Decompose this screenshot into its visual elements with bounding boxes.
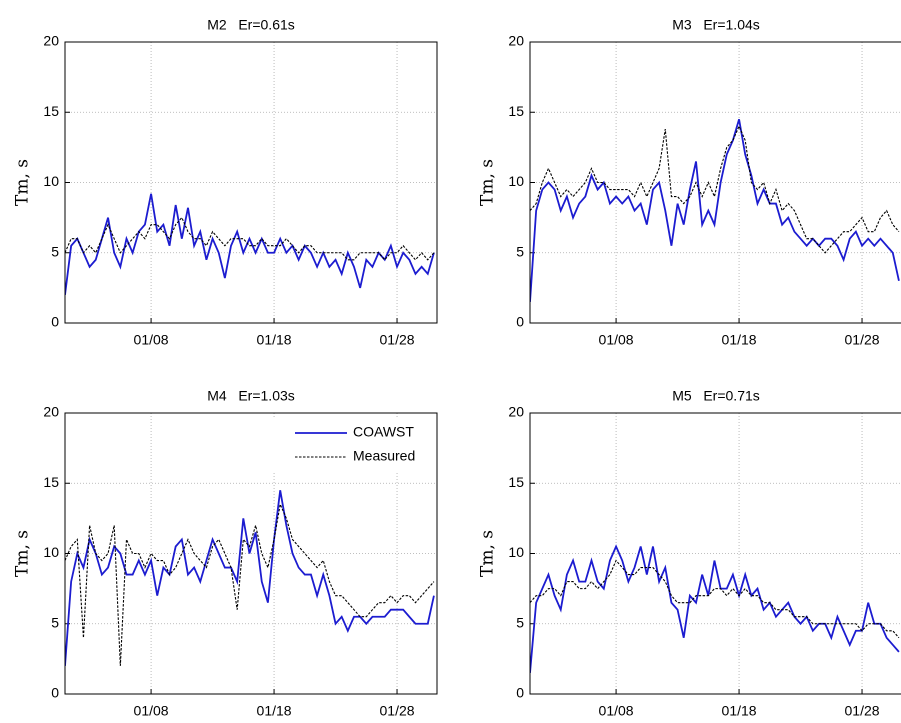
y-tick-label: 10 — [43, 544, 59, 560]
x-tick-label: 01/08 — [134, 703, 169, 719]
x-tick-label: 01/18 — [257, 332, 292, 348]
y-axis-label: Tm, s — [478, 159, 498, 206]
plot-frame — [64, 412, 438, 695]
panel: 0 5 10 15 20 01/08 01/18 01/28 M2 Er=0.61s Tm, s — [13, 17, 438, 348]
y-axis-label: Tm, s — [13, 530, 33, 577]
legend-label: COAWST — [353, 424, 414, 440]
y-tick-label: 10 — [508, 544, 524, 560]
x-tick-label: 01/08 — [134, 332, 169, 348]
y-tick-label: 20 — [508, 33, 524, 49]
panel: 0 5 10 15 20 01/08 01/18 01/28 M5 Er=0.71s Tm, s — [478, 388, 901, 719]
y-tick-label: 0 — [516, 314, 524, 330]
x-tick-label: 01/18 — [722, 703, 757, 719]
legend-label: Measured — [353, 448, 415, 464]
panel: 0 5 10 15 20 01/08 01/18 01/28 M4 Er=1.03s Tm, s C… — [13, 388, 438, 719]
series-line — [65, 502, 435, 666]
series-line — [65, 216, 435, 261]
x-tick-label: 01/18 — [257, 703, 292, 719]
y-tick-label: 0 — [51, 314, 59, 330]
series-line — [530, 544, 900, 673]
plot-frame — [529, 412, 901, 695]
chart-title: M2 Er=0.61s — [207, 17, 295, 33]
y-tick-label: 10 — [508, 173, 524, 189]
y-tick-label: 0 — [51, 685, 59, 701]
y-tick-label: 15 — [508, 474, 524, 490]
y-tick-label: 5 — [516, 243, 524, 259]
x-tick-label: 01/08 — [599, 332, 634, 348]
y-tick-label: 15 — [43, 103, 59, 119]
y-tick-label: 20 — [43, 33, 59, 49]
chart-title: M3 Er=1.04s — [672, 17, 760, 33]
y-tick-label: 5 — [51, 243, 59, 259]
y-tick-label: 15 — [508, 103, 524, 119]
y-axis-label: Tm, s — [13, 159, 33, 206]
x-tick-label: 01/28 — [845, 703, 880, 719]
series-line — [65, 490, 435, 666]
legend-box — [265, 419, 433, 471]
series-line — [530, 124, 900, 254]
plot-frame — [529, 41, 901, 324]
x-tick-label: 01/28 — [845, 332, 880, 348]
y-tick-label: 5 — [516, 614, 524, 630]
x-tick-label: 01/28 — [380, 703, 415, 719]
chart-title: M4 Er=1.03s — [207, 388, 295, 404]
x-tick-label: 01/18 — [722, 332, 757, 348]
y-axis-label: Tm, s — [478, 530, 498, 577]
series-line — [530, 119, 900, 302]
y-tick-label: 20 — [508, 404, 524, 420]
plot-frame — [64, 41, 438, 324]
x-tick-label: 01/28 — [380, 332, 415, 348]
y-tick-label: 20 — [43, 404, 59, 420]
y-tick-label: 15 — [43, 474, 59, 490]
x-tick-label: 01/08 — [599, 703, 634, 719]
panel: 0 5 10 15 20 01/08 01/18 01/28 M3 Er=1.04s Tm, s — [478, 17, 901, 348]
y-tick-label: 0 — [516, 685, 524, 701]
y-tick-label: 10 — [43, 173, 59, 189]
y-tick-label: 5 — [51, 614, 59, 630]
chart-title: M5 Er=0.71s — [672, 388, 760, 404]
series-line — [65, 193, 435, 296]
